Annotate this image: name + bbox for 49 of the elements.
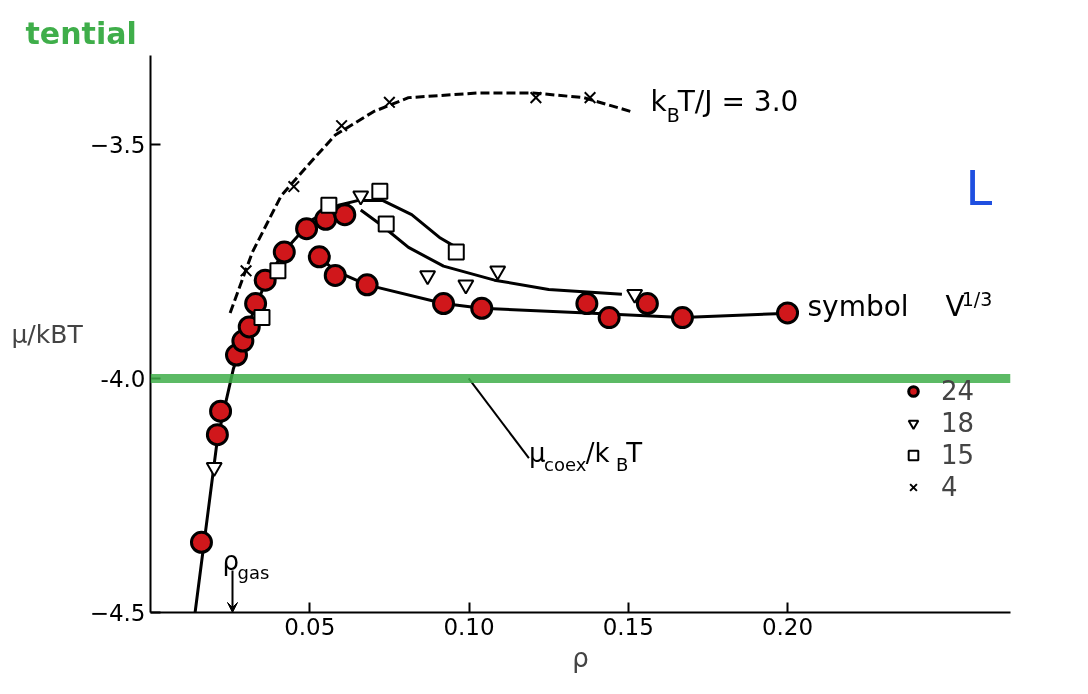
point <box>335 119 348 133</box>
point <box>189 530 213 554</box>
point <box>253 309 271 327</box>
legend-label: 24 <box>941 376 975 406</box>
point <box>333 203 357 227</box>
point <box>635 292 659 316</box>
point <box>352 190 370 206</box>
y-tick-label: −4.5 <box>89 600 146 626</box>
x-tick-label: 0.15 <box>602 613 654 640</box>
x-axis-title: ρ <box>572 642 589 673</box>
point <box>670 306 694 330</box>
point <box>307 245 331 269</box>
point <box>377 215 395 233</box>
point <box>432 292 456 316</box>
point <box>626 288 644 304</box>
x-tick-label: 0.05 <box>284 613 336 640</box>
point <box>295 217 319 241</box>
point <box>597 306 621 330</box>
legend-label: 4 <box>941 472 959 502</box>
point <box>447 243 465 261</box>
line-series <box>228 91 633 315</box>
point <box>269 262 287 280</box>
y-tick-label: -4.0 <box>100 365 146 392</box>
point <box>776 301 800 325</box>
point <box>239 264 253 278</box>
legend-label: 15 <box>941 440 975 470</box>
point <box>457 279 475 295</box>
annotation: symbol <box>807 289 909 323</box>
point <box>371 182 389 200</box>
y-axis-title: μ/kBT <box>11 319 84 349</box>
x-tick-label: 0.10 <box>443 613 495 640</box>
point <box>575 292 599 316</box>
point <box>529 91 543 104</box>
point <box>320 196 338 214</box>
text: tential <box>25 15 137 51</box>
annotation: L <box>965 159 993 216</box>
point <box>383 96 396 109</box>
legend-label: 18 <box>941 408 975 438</box>
point <box>205 423 229 447</box>
point <box>583 91 597 104</box>
x-tick-label: 0.20 <box>761 613 814 640</box>
y-tick-label: −3.5 <box>89 131 146 158</box>
point <box>489 265 507 281</box>
point <box>355 273 379 297</box>
point <box>470 296 494 320</box>
point <box>323 264 347 287</box>
point <box>287 180 301 193</box>
point <box>272 240 296 264</box>
point <box>209 399 233 423</box>
